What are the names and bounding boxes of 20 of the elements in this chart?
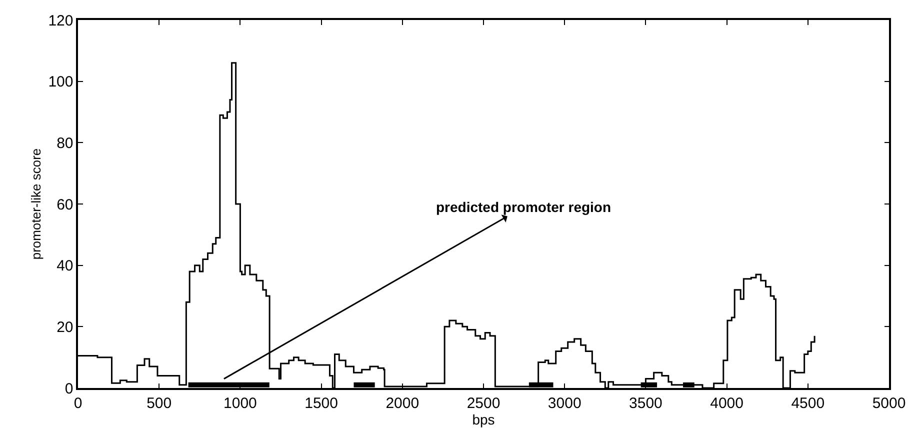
x-axis-title: bps bbox=[472, 412, 495, 428]
x-tick-label: 2000 bbox=[386, 394, 420, 412]
y-axis-title: promoter-like score bbox=[28, 148, 44, 260]
y-tick-label: 80 bbox=[56, 134, 74, 152]
y-tick-label: 60 bbox=[56, 196, 74, 214]
x-tick-label: 1500 bbox=[304, 394, 338, 412]
y-tick-label: 120 bbox=[48, 12, 74, 30]
y-tick-label: 0 bbox=[64, 380, 74, 398]
x-tick-label: 1000 bbox=[224, 394, 257, 412]
x-tick-label: 500 bbox=[146, 394, 172, 412]
y-tick-label: 40 bbox=[56, 258, 74, 275]
y-tick-label: 100 bbox=[48, 74, 74, 91]
x-tick-label: 3000 bbox=[548, 394, 582, 412]
x-tick-label: 3500 bbox=[629, 394, 662, 412]
x-tick-label: 4000 bbox=[710, 394, 744, 412]
x-tick-label: 5000 bbox=[872, 394, 906, 412]
y-tick-label: 20 bbox=[56, 318, 74, 336]
x-tick-label: 2500 bbox=[466, 394, 500, 412]
annotation: predicted promoter region bbox=[436, 199, 612, 215]
x-tick-label: 4500 bbox=[791, 394, 825, 412]
